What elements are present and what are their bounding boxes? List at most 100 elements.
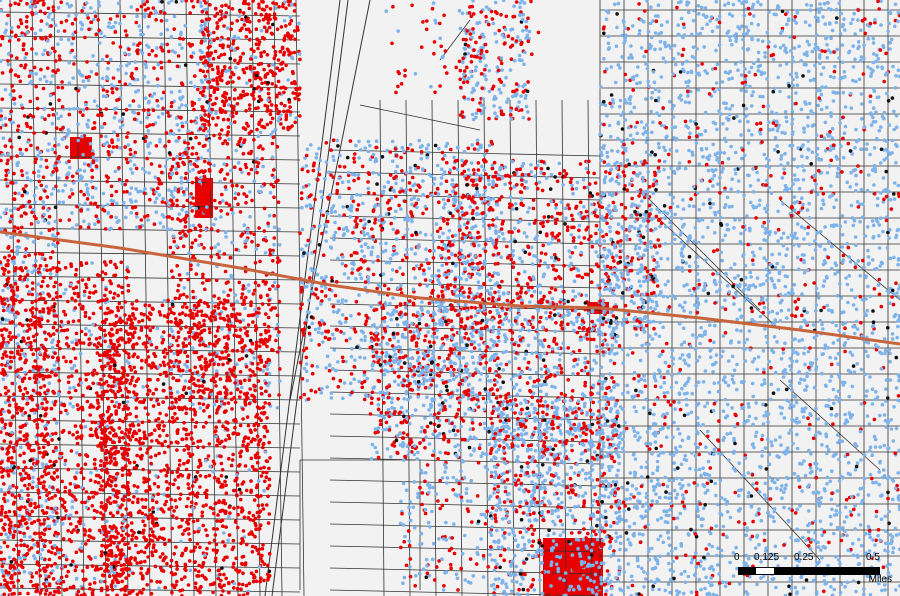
red-dot — [9, 421, 13, 426]
red-dot — [13, 191, 17, 196]
red-dot — [274, 84, 278, 88]
red-dot — [297, 97, 301, 102]
red-dot — [204, 360, 209, 365]
red-dot — [98, 463, 103, 468]
red-dot — [100, 431, 105, 435]
red-dot — [38, 535, 43, 539]
blue-dot — [143, 187, 147, 191]
blue-dot — [118, 10, 122, 14]
red-dot — [135, 592, 140, 596]
red-dot — [91, 373, 95, 377]
red-dot — [142, 550, 147, 555]
blue-dot — [49, 172, 54, 177]
red-dot — [44, 584, 48, 589]
red-dot — [7, 410, 12, 414]
red-dot — [81, 577, 86, 582]
red-dot — [52, 284, 56, 289]
red-dot — [151, 404, 156, 408]
red-dot — [151, 6, 156, 10]
red-dot — [62, 309, 66, 314]
red-dot — [101, 479, 106, 483]
blue-dot — [267, 213, 272, 218]
red-dot — [74, 498, 78, 502]
red-dot — [74, 272, 78, 277]
red-dot — [190, 241, 195, 245]
red-dot — [122, 190, 126, 194]
blue-dot — [30, 71, 35, 76]
red-dot — [113, 262, 117, 267]
red-dot — [213, 317, 218, 322]
red-dot — [23, 63, 28, 67]
red-dot — [161, 106, 165, 111]
red-dot — [28, 125, 33, 130]
blue-dot — [89, 6, 93, 10]
red-dot — [168, 307, 172, 311]
red-dot — [155, 186, 160, 191]
red-dot — [128, 338, 132, 342]
red-dot — [176, 330, 181, 335]
red-dot — [21, 565, 25, 570]
red-dot — [25, 14, 29, 19]
red-dot — [32, 131, 36, 135]
blue-dot — [101, 204, 105, 209]
blue-dot — [85, 186, 90, 191]
red-dot — [167, 49, 171, 54]
red-dot — [232, 506, 236, 511]
red-dot — [99, 459, 103, 463]
blue-dot — [236, 36, 241, 40]
red-dot — [223, 139, 227, 143]
red-dot — [10, 288, 14, 293]
red-dot — [297, 87, 302, 91]
red-dot — [282, 109, 286, 114]
red-dot — [119, 305, 124, 310]
red-dot — [99, 445, 103, 449]
red-dot — [62, 516, 67, 521]
blue-dot — [127, 52, 131, 57]
red-dot — [214, 556, 218, 561]
red-dot — [28, 205, 33, 209]
red-dot — [177, 296, 181, 301]
red-dot — [142, 2, 147, 7]
red-dot — [263, 479, 267, 484]
red-dot — [47, 549, 51, 553]
red-dot — [17, 493, 22, 498]
blue-dot — [278, 379, 282, 383]
blue-dot — [95, 104, 100, 108]
red-dot — [168, 482, 172, 486]
blue-dot — [4, 318, 8, 322]
red-dot — [206, 69, 210, 74]
red-dot — [186, 482, 190, 486]
blue-dot — [196, 263, 200, 267]
blue-dot — [206, 344, 211, 349]
blue-dot — [89, 470, 93, 475]
red-dot — [194, 350, 199, 355]
red-dot — [215, 76, 219, 80]
blue-dot — [220, 327, 224, 331]
blue-dot — [137, 24, 141, 28]
blue-dot — [253, 307, 257, 312]
red-dot — [91, 381, 95, 386]
red-dot — [224, 438, 228, 442]
blue-dot — [36, 174, 41, 178]
red-dot — [265, 293, 270, 298]
blue-dot — [135, 225, 139, 229]
red-dot — [0, 470, 4, 474]
red-dot — [33, 380, 38, 385]
red-dot — [74, 524, 79, 529]
red-dot — [262, 229, 267, 233]
blue-dot — [128, 198, 133, 202]
black-dot — [53, 205, 58, 210]
blue-dot — [241, 318, 245, 323]
red-dot — [158, 372, 163, 377]
blue-dot — [135, 14, 139, 19]
blue-dot — [9, 463, 14, 468]
red-dot — [161, 552, 165, 556]
red-dot — [111, 41, 115, 45]
red-dot — [104, 456, 109, 460]
red-dot — [219, 53, 224, 57]
blue-dot — [275, 406, 280, 410]
red-dot — [200, 313, 204, 318]
red-dot — [39, 317, 44, 322]
red-dot — [206, 182, 211, 186]
street-segment — [0, 83, 301, 89]
